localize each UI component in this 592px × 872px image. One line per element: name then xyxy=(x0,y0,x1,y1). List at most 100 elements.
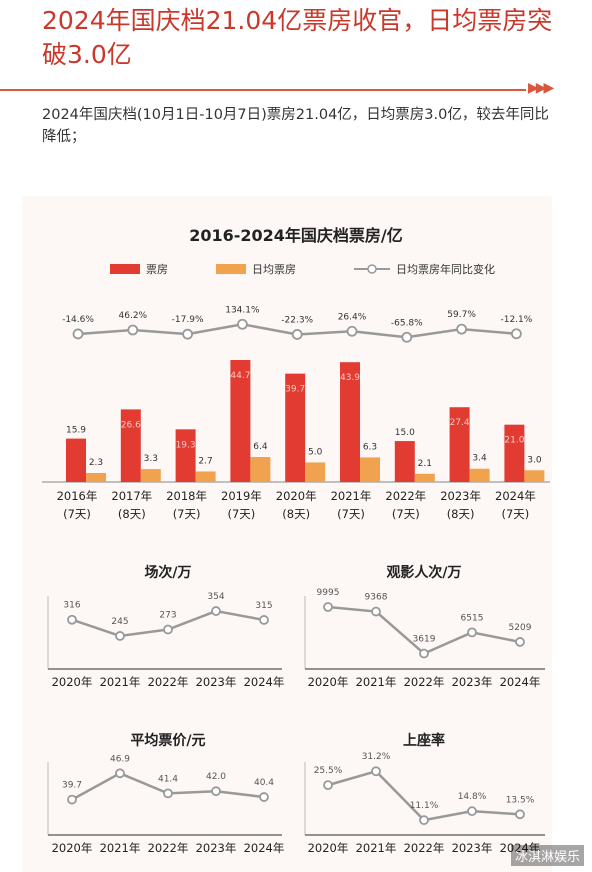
x-tick-label: 2024年 xyxy=(495,489,536,503)
occupancy-chart-value-label: 25.5% xyxy=(314,766,343,776)
yoy-point xyxy=(401,331,413,343)
admissions-chart-point xyxy=(515,637,525,647)
occupancy-chart-x-tick-label: 2023年 xyxy=(452,841,493,855)
bar-box-office xyxy=(504,424,525,482)
bar-label-box-office: 15.0 xyxy=(395,428,415,438)
bar-label-daily: 2.7 xyxy=(198,456,212,466)
ticket-price-chart-point xyxy=(259,792,269,802)
screenings-chart-point xyxy=(211,606,221,616)
bar-label-box-office: 39.7 xyxy=(285,385,305,395)
occupancy-chart-line xyxy=(327,769,521,822)
bar-daily xyxy=(469,468,490,482)
bar-daily xyxy=(140,469,161,482)
ticket-price-chart-x-tick-label: 2024年 xyxy=(244,841,285,855)
bar-box-office xyxy=(394,441,415,482)
yoy-point xyxy=(182,328,194,340)
yoy-label: -22.3% xyxy=(281,315,313,325)
ticket-price-chart-value-label: 42.0 xyxy=(206,772,226,782)
occupancy-chart-value-label: 11.1% xyxy=(410,801,439,811)
bar-label-box-office: 44.7 xyxy=(230,371,250,381)
occupancy-chart-value-label: 31.2% xyxy=(362,752,391,762)
admissions-chart-value-label: 9368 xyxy=(365,593,388,603)
admissions-chart-line xyxy=(327,605,521,655)
bar-daily xyxy=(414,473,435,482)
bar-box-office xyxy=(340,362,360,482)
ticket-price-chart-point xyxy=(211,786,221,797)
yoy-point xyxy=(511,328,522,340)
yoy-label: 26.4% xyxy=(338,312,367,322)
screenings-chart-x-tick-label: 2022年 xyxy=(148,675,189,689)
admissions-chart-value-label: 3619 xyxy=(413,635,436,645)
x-tick-label: 2021年 xyxy=(331,489,372,503)
screenings-chart-value-label: 273 xyxy=(159,611,176,621)
x-tick-label: 2018年 xyxy=(166,489,207,503)
bar-daily xyxy=(86,473,106,482)
screenings-chart-value-label: 316 xyxy=(63,601,80,611)
ticket-price-chart-value-label: 41.4 xyxy=(158,774,178,784)
page-title: 2024年国庆档21.04亿票房收官，日均票房突破3.0亿 xyxy=(42,6,553,69)
yoy-point xyxy=(456,323,468,335)
bar-label-daily: 6.3 xyxy=(363,442,377,452)
watermark: 冰淇淋娱乐 xyxy=(510,845,584,866)
bar-label-daily: 3.0 xyxy=(527,455,542,465)
screenings-chart-point xyxy=(163,624,173,635)
admissions-chart-x-tick-label: 2021年 xyxy=(356,675,397,689)
bar-daily xyxy=(524,470,545,482)
ticket-price-chart-value-label: 40.4 xyxy=(254,778,274,788)
x-tick-label: 2020年 xyxy=(276,489,317,503)
yoy-label: -17.9% xyxy=(172,315,204,325)
arrow-decoration-icon: ▶▶▶ xyxy=(528,80,554,96)
occupancy-chart-title: 上座率 xyxy=(403,732,445,749)
screenings-chart-x-tick-label: 2020年 xyxy=(52,675,93,689)
admissions-chart-x-tick-label: 2024年 xyxy=(500,675,541,689)
admissions-chart-point xyxy=(323,602,333,612)
occupancy-chart-point xyxy=(419,815,429,826)
yoy-point xyxy=(291,329,303,340)
occupancy-chart-x-tick-label: 2020年 xyxy=(308,841,349,855)
yoy-point xyxy=(127,324,139,336)
yoy-point xyxy=(236,318,248,330)
yoy-label: -65.8% xyxy=(391,318,423,328)
bar-box-office xyxy=(175,429,196,482)
bar-label-daily: 3.4 xyxy=(472,454,487,464)
ticket-price-chart-x-tick-label: 2021年 xyxy=(100,841,141,855)
bar-box-office xyxy=(230,360,251,482)
bar-label-daily: 3.3 xyxy=(144,454,158,464)
yoy-label: 46.2% xyxy=(119,311,148,321)
screenings-chart-value-label: 354 xyxy=(207,592,224,602)
x-tick-label: 2017年 xyxy=(111,489,152,503)
title-divider xyxy=(0,89,526,91)
occupancy-chart-point xyxy=(323,780,333,791)
admissions-chart-x-tick-label: 2022年 xyxy=(404,675,445,689)
x-tick-label: 2019年 xyxy=(221,489,262,503)
yoy-label: 59.7% xyxy=(447,310,476,320)
ticket-price-chart-title: 平均票价/元 xyxy=(130,732,205,749)
bar-label-box-office: 43.9 xyxy=(340,373,360,383)
bar-label-daily: 6.4 xyxy=(253,442,268,452)
admissions-chart-x-tick-label: 2023年 xyxy=(452,675,493,689)
bar-label-box-office: 21.0 xyxy=(504,436,524,446)
ticket-price-chart-value-label: 46.9 xyxy=(110,754,130,764)
infographic-card xyxy=(22,196,552,872)
yoy-label: -14.6% xyxy=(62,315,94,325)
x-tick-sublabel: (7天) xyxy=(392,507,420,521)
bar-daily xyxy=(250,457,271,482)
yoy-label: -12.1% xyxy=(500,315,532,325)
x-tick-label: 2023年 xyxy=(440,489,481,503)
occupancy-chart-point xyxy=(467,806,477,817)
screenings-chart-point xyxy=(115,631,125,641)
legend-label-box-office: 票房 xyxy=(146,263,168,276)
ticket-price-chart-x-tick-label: 2022年 xyxy=(148,841,189,855)
bar-daily xyxy=(305,462,326,482)
x-tick-label: 2022年 xyxy=(385,489,426,503)
ticket-price-chart-point xyxy=(67,794,77,805)
admissions-chart-title: 观影人次/万 xyxy=(386,564,461,581)
screenings-chart-x-tick-label: 2023年 xyxy=(196,675,237,689)
x-tick-sublabel: (7天) xyxy=(337,507,365,521)
yoy-point xyxy=(346,325,358,337)
bar-label-box-office: 19.3 xyxy=(176,440,196,450)
lead-paragraph: 2024年国庆档(10月1日-10月7日)票房21.04亿，日均票房3.0亿，较… xyxy=(42,107,549,145)
x-tick-sublabel: (8天) xyxy=(447,507,475,521)
bar-daily xyxy=(195,471,216,482)
screenings-chart-value-label: 315 xyxy=(255,601,272,611)
